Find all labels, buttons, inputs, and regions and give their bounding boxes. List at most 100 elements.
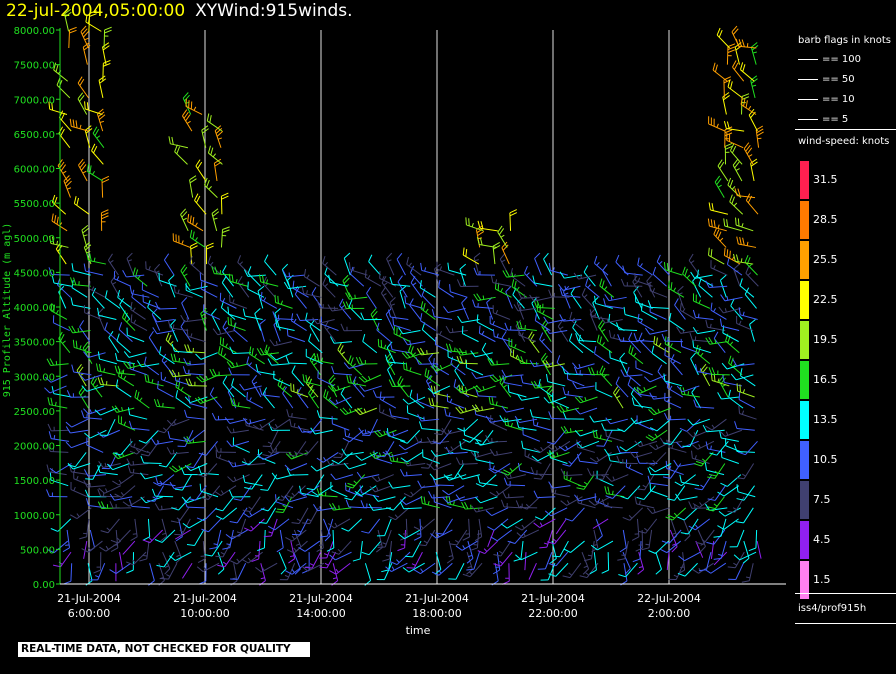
wind-barb [454,364,465,387]
wind-barb [174,518,191,536]
wind-barb [233,485,252,501]
wind-barb [646,275,656,298]
wind-barb [172,233,191,248]
wind-barb [562,411,585,420]
wind-barb [594,295,613,309]
wind-barb [165,332,180,354]
wind-barb [259,563,266,586]
wind-barb [371,474,394,482]
wind-barb [194,396,218,404]
wind-barb [396,252,406,276]
wind-barb [316,452,339,463]
wind-barb [168,369,191,378]
wind-barb [555,518,567,535]
wind-barb [183,429,205,442]
wind-barb [118,368,135,387]
wind-barb [81,410,102,420]
wind-barb [712,62,728,82]
wind-barb [608,313,625,331]
wind-barb [285,562,307,575]
wind-barb [641,529,653,551]
wind-barb [634,385,657,394]
wind-barb [339,407,363,415]
wind-barb [458,384,478,398]
wind-barb [474,518,483,542]
wind-barb [150,437,174,445]
wind-barb [140,472,163,480]
wind-barb [139,541,150,562]
wind-barb [635,529,644,552]
wind-barb [477,220,498,232]
wind-barb [470,451,494,458]
wind-barb [154,529,176,543]
wind-barb [180,314,203,323]
wind-barb [620,563,628,586]
wind-barb [493,551,513,567]
wind-barb [741,563,754,583]
wind-barb [134,389,150,409]
wind-barb [710,302,727,320]
wind-barb [444,408,465,420]
wind-barb [722,92,730,115]
wind-barb [329,336,353,344]
wind-barb [151,488,174,498]
wind-barb [620,369,643,377]
wind-barb [182,366,204,376]
wind-barb [290,313,307,331]
wind-barb [543,396,567,404]
wind-barb [568,333,584,354]
wind-barb [103,26,112,49]
wind-barb [83,263,104,276]
wind-barb [605,485,626,499]
wind-barb [682,518,691,542]
wind-barb [559,288,581,298]
wind-barb [750,75,758,98]
wind-barb [593,255,609,276]
wind-barb [552,393,570,409]
wind-barb [256,347,279,356]
wind-barb [66,390,89,398]
wind-barb [320,316,339,332]
wind-barb [674,298,686,320]
wind-barb [559,314,582,322]
wind-barb [695,529,715,545]
wind-barb [207,255,222,276]
wind-barb [292,280,309,298]
wind-barb [327,518,351,529]
wind-barb [537,551,553,570]
wind-barb [286,540,308,554]
wind-barb [645,429,668,442]
wind-barb [296,386,309,409]
wind-barb [692,293,711,309]
wind-barb [490,529,513,542]
wind-barb [162,551,171,575]
wind-barb [625,459,643,476]
wind-barb [541,319,552,342]
wind-barb [448,562,465,580]
wind-barb [564,507,585,522]
wind-barb [46,489,68,498]
wind-barb [368,254,381,276]
wind-barb [297,485,320,497]
wind-barb [677,552,686,575]
wind-barb [97,429,120,438]
wind-barb [398,327,421,335]
wind-barb [136,360,160,368]
wind-barb [427,385,451,394]
wind-barb [384,354,406,365]
wind-barb [83,351,106,358]
wind-barb [262,276,276,298]
wind-barb [728,389,744,409]
wind-barb [562,387,583,398]
wind-barbs [44,8,764,586]
wind-barb [572,320,585,342]
wind-barb [233,322,248,343]
wind-barb [450,356,466,376]
wind-barb [500,518,523,529]
wind-barb [194,193,207,215]
wind-barb [457,418,479,432]
wind-barb [79,374,103,381]
wind-barb [73,196,90,215]
wind-barb [518,327,536,343]
wind-barb [704,462,725,476]
